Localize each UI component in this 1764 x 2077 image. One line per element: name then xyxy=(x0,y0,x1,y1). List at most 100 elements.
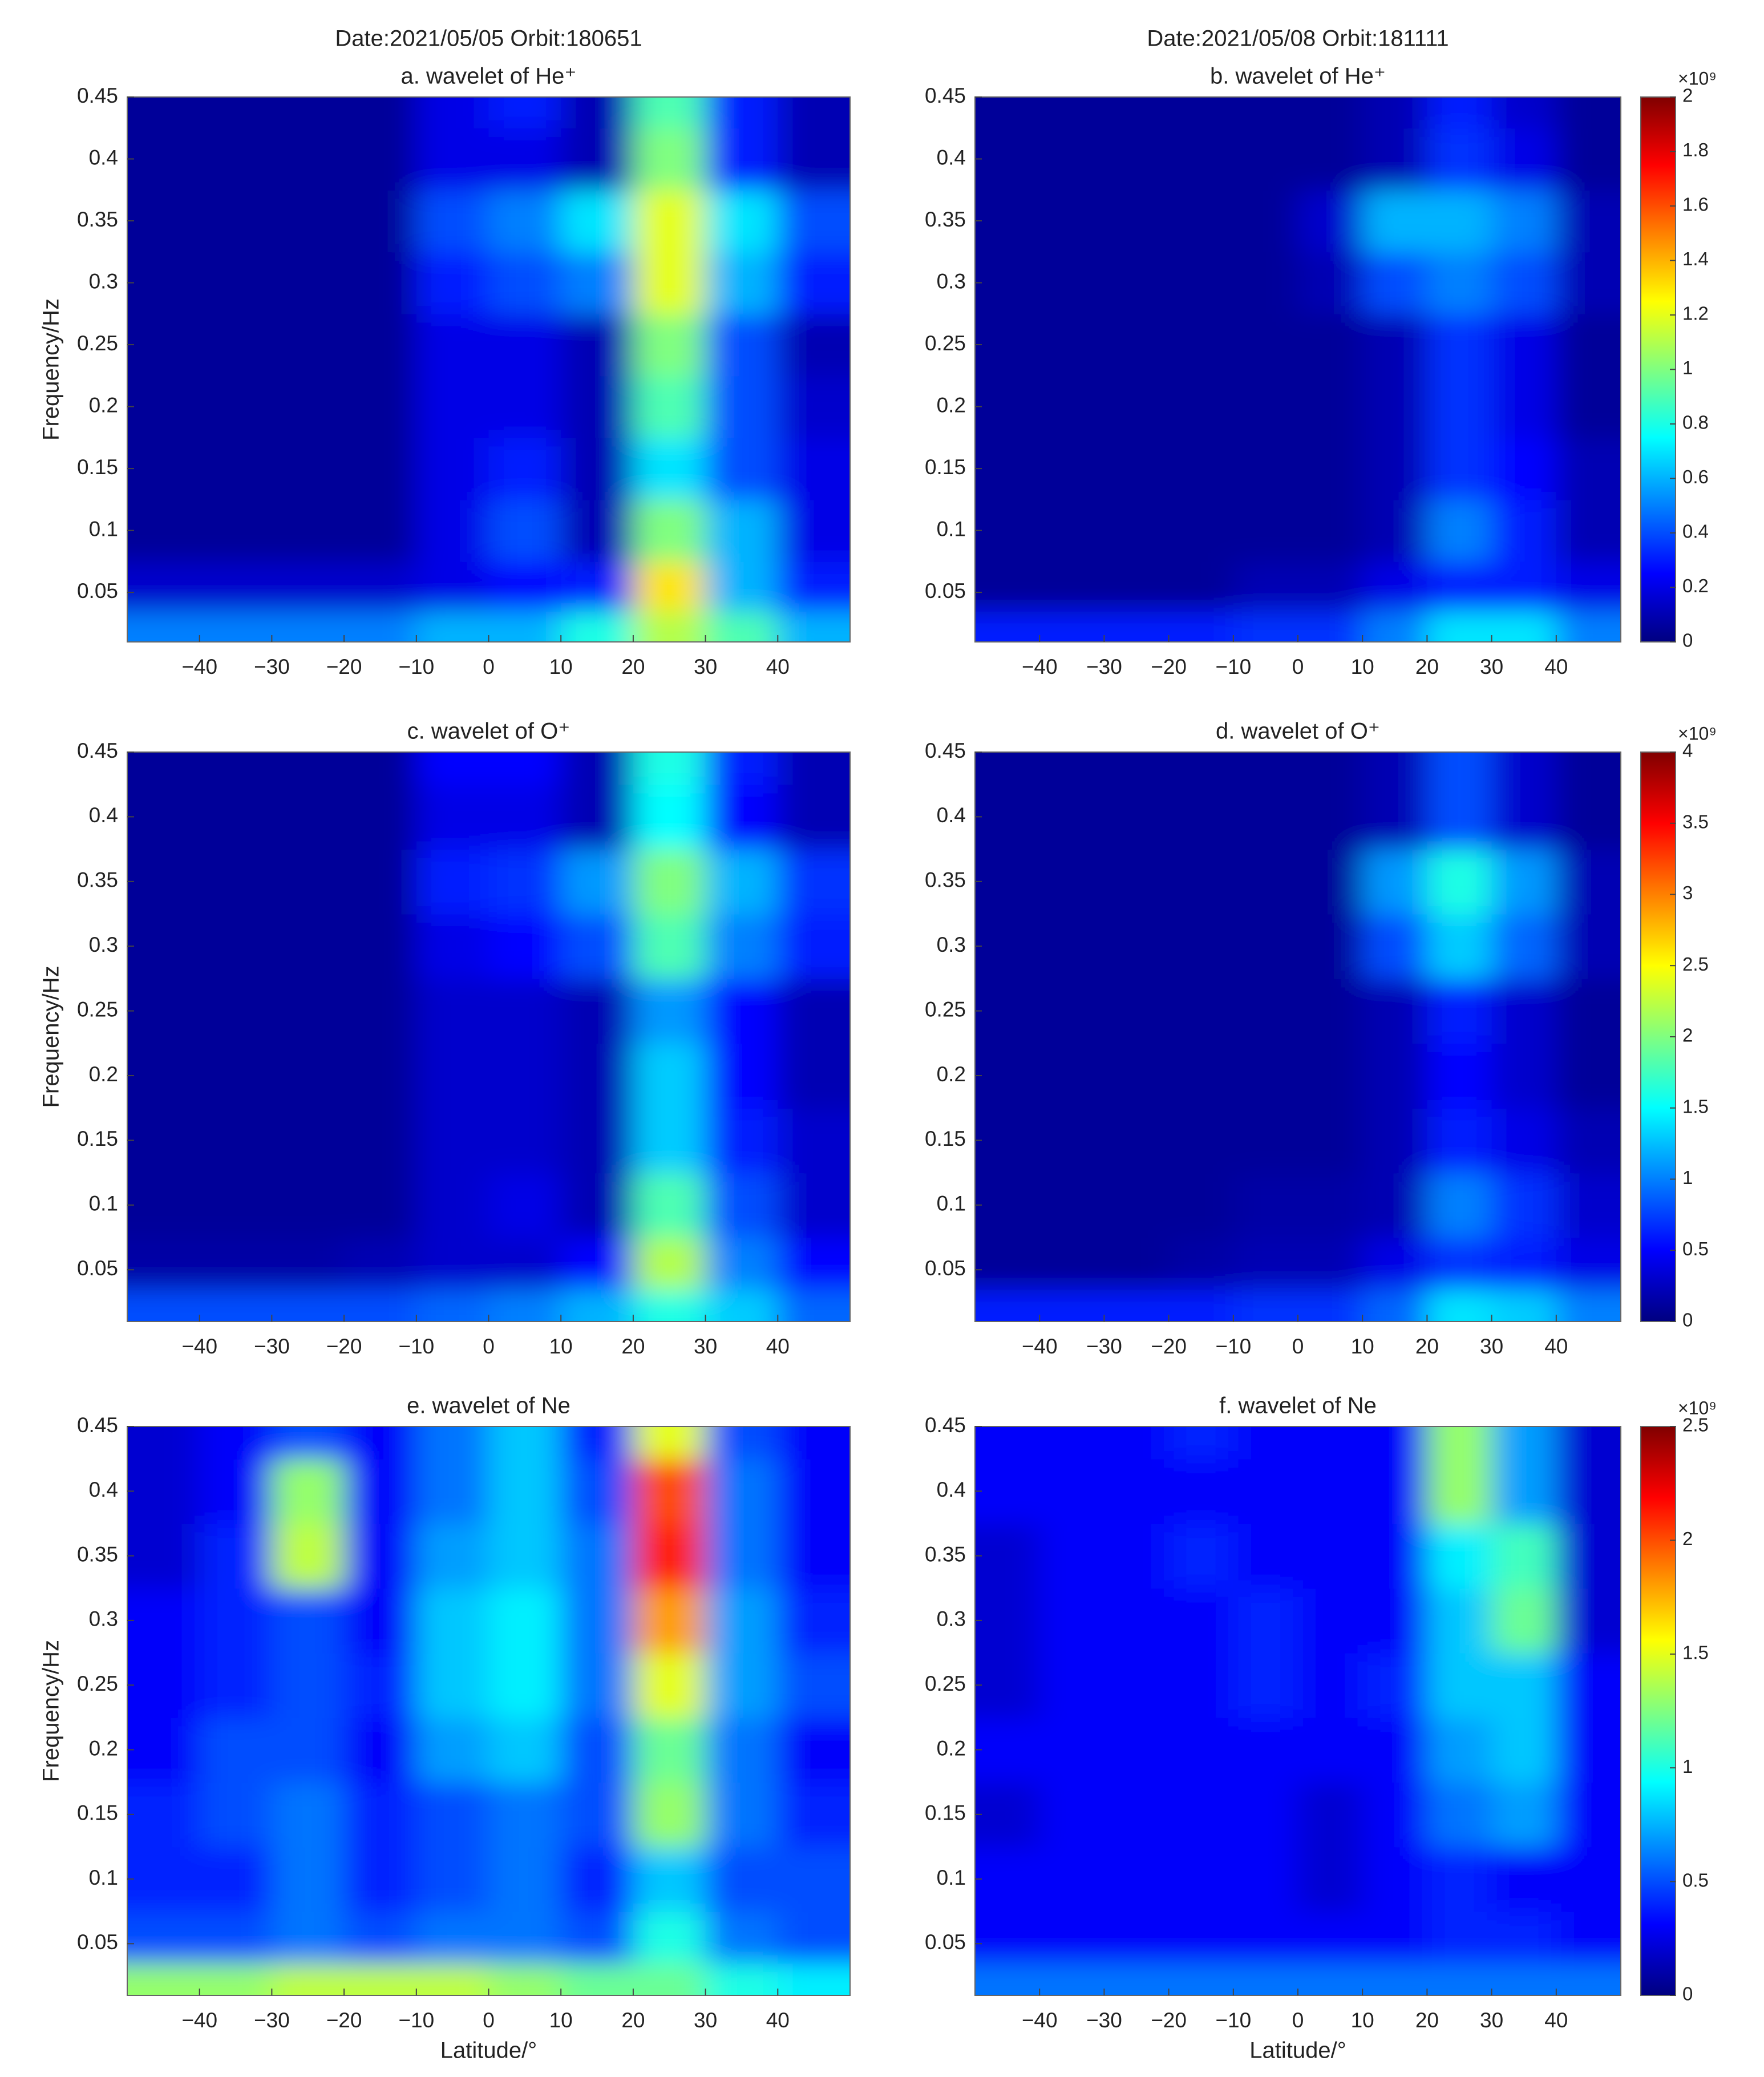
cell xyxy=(488,499,562,562)
cell xyxy=(199,1043,273,1109)
cell xyxy=(416,752,489,785)
cell xyxy=(1298,437,1364,500)
cell xyxy=(561,1108,634,1174)
cell xyxy=(1362,611,1428,642)
cell xyxy=(488,128,562,191)
cell xyxy=(975,1911,1041,1964)
cell xyxy=(1104,849,1170,915)
x-tick-label: 30 xyxy=(694,2009,717,2032)
cell xyxy=(1556,437,1621,500)
cell xyxy=(633,1458,706,1524)
cell xyxy=(1104,1289,1170,1322)
cell xyxy=(561,784,634,850)
cell xyxy=(1491,1846,1557,1912)
cell xyxy=(1039,1717,1105,1783)
cell xyxy=(1491,189,1557,253)
y-tick-label: 0.45 xyxy=(925,739,966,762)
cell xyxy=(344,128,417,191)
cell xyxy=(778,1043,850,1109)
cell xyxy=(1168,611,1234,642)
cell xyxy=(1362,914,1428,979)
cell xyxy=(778,849,850,915)
cell xyxy=(1168,978,1234,1044)
cell xyxy=(1104,437,1170,500)
cell xyxy=(1491,752,1557,785)
cell xyxy=(199,313,273,377)
cell xyxy=(1233,752,1298,785)
cell xyxy=(488,1911,562,1964)
cell xyxy=(1298,499,1364,562)
cell xyxy=(561,1911,634,1964)
cell xyxy=(199,1588,273,1654)
cell xyxy=(488,437,562,500)
cell xyxy=(488,849,562,915)
y-tick-label: 0.3 xyxy=(937,1607,966,1631)
cell xyxy=(633,1523,706,1589)
cell xyxy=(1104,1782,1170,1848)
y-tick-label: 0.4 xyxy=(937,803,966,827)
x-tick-label: −40 xyxy=(1022,2009,1058,2032)
cell xyxy=(1168,1173,1234,1238)
cell xyxy=(1427,1427,1492,1460)
cell xyxy=(705,1427,779,1460)
cell xyxy=(272,1652,345,1718)
x-tick-label: 10 xyxy=(549,2009,573,2032)
x-tick-label: −10 xyxy=(1215,655,1251,678)
cell xyxy=(488,375,562,438)
y-tick-label: 0.4 xyxy=(937,146,966,169)
cell xyxy=(633,978,706,1044)
cell xyxy=(975,849,1041,915)
y-tick-label: 0.2 xyxy=(937,393,966,417)
cell xyxy=(705,752,779,785)
cell xyxy=(633,1043,706,1109)
cell xyxy=(1039,437,1105,500)
cell xyxy=(633,611,706,642)
y-axis-label: Frequency/Hz xyxy=(39,966,64,1108)
cell xyxy=(705,1108,779,1174)
x-tick-label: 0 xyxy=(483,1335,495,1358)
cell xyxy=(1039,752,1105,785)
cell xyxy=(633,437,706,500)
cell xyxy=(1362,437,1428,500)
x-tick-label: 40 xyxy=(1544,1335,1568,1358)
cell xyxy=(1104,1108,1170,1174)
y-tick-label: 0.25 xyxy=(77,997,118,1021)
cell xyxy=(1298,784,1364,850)
cell xyxy=(633,1289,706,1322)
colorbar-tick-label: 2 xyxy=(1682,1025,1693,1046)
cell xyxy=(1168,1782,1234,1848)
cell xyxy=(1039,1963,1105,1995)
cell xyxy=(1556,914,1621,979)
cell xyxy=(127,1289,200,1322)
y-tick-label: 0.45 xyxy=(925,1413,966,1437)
cell xyxy=(633,252,706,314)
x-tick-label: 0 xyxy=(1292,2009,1304,2032)
cell xyxy=(1362,189,1428,253)
cell xyxy=(1233,1043,1298,1109)
x-tick-label: −30 xyxy=(1086,2009,1122,2032)
y-tick-label: 0.45 xyxy=(77,739,118,762)
cell xyxy=(1491,611,1557,642)
x-tick-label: −20 xyxy=(326,2009,362,2032)
x-tick-label: −40 xyxy=(1022,1335,1058,1358)
cell xyxy=(1427,1846,1492,1912)
cell xyxy=(1233,978,1298,1044)
cell xyxy=(416,784,489,850)
cell xyxy=(778,561,850,612)
cell xyxy=(975,1237,1041,1290)
cell xyxy=(1427,252,1492,314)
cell xyxy=(633,313,706,377)
cell xyxy=(705,784,779,850)
cell xyxy=(1039,252,1105,314)
cell xyxy=(778,1289,850,1322)
cell xyxy=(272,784,345,850)
cell xyxy=(1491,1043,1557,1109)
cell xyxy=(1233,1289,1298,1322)
x-tick-label: −20 xyxy=(1151,1335,1187,1358)
cell xyxy=(561,561,634,612)
cell xyxy=(561,611,634,642)
x-tick-label: 10 xyxy=(1351,2009,1374,2032)
cell xyxy=(1039,1458,1105,1524)
y-tick-label: 0.35 xyxy=(925,208,966,231)
